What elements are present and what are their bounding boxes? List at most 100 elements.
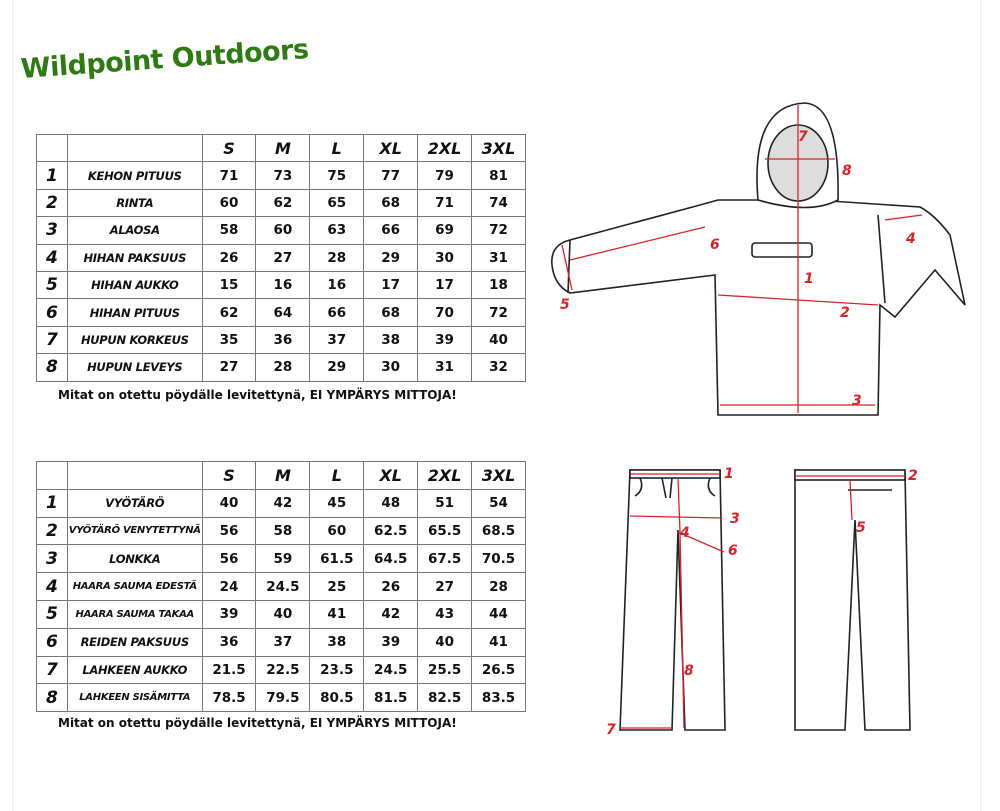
row-number: 4 [36, 243, 68, 272]
row-number: 3 [36, 544, 68, 574]
measurement-value: 58 [201, 216, 257, 245]
measurement-value: 38 [363, 325, 419, 355]
size-header: L [309, 133, 365, 163]
measurement-value: 66 [363, 216, 419, 245]
measurement-label: LAHKEEN AUKKO [66, 655, 203, 685]
measurement-value: 27 [201, 353, 257, 382]
table-row: 8 HUPUN LEVEYS 27 28 29 30 31 32 [36, 353, 526, 382]
measurement-value: 16 [309, 270, 365, 300]
jacket-diagram: 7 8 1 2 3 4 6 5 [551, 102, 966, 416]
measurement-value: 79 [417, 161, 472, 190]
measurement-value: 61.5 [309, 544, 365, 574]
measurement-value: 72 [471, 298, 526, 327]
header-row: S M L XL 2XL 3XL [36, 133, 526, 163]
size-header: 2XL [417, 461, 473, 490]
row-number: 2 [36, 188, 68, 218]
measurement-value: 48 [363, 488, 419, 518]
measurement-value: 30 [417, 243, 472, 272]
measurement-value: 70 [417, 298, 472, 327]
measurement-value: 24.5 [363, 655, 419, 685]
measurement-label: VYÖTÄRÖ [66, 488, 203, 518]
jacket-size-table: S M L XL 2XL 3XL 1 KEHON PITUUS 71 73 75 77 79 81 2 RIN… [36, 133, 526, 382]
measurement-value: 73 [255, 161, 311, 190]
measurement-label: REIDEN PAKSUUS [66, 627, 203, 657]
table-row: 3 LONKKA 56 59 61.5 64.5 67.5 70.5 [36, 544, 526, 574]
measurement-value: 37 [309, 325, 365, 355]
size-header: L [309, 461, 365, 490]
svg-text:2: 2 [908, 468, 918, 484]
size-header: 3XL [471, 461, 526, 490]
svg-text:1: 1 [804, 271, 814, 287]
table-row: 6 REIDEN PAKSUUS 36 37 38 39 40 41 [36, 627, 526, 657]
pants-diagram: 1 3 4 6 8 7 2 5 [606, 466, 918, 738]
measurement-value: 68.5 [471, 516, 526, 546]
left-border [12, 0, 13, 811]
measurement-value: 51 [417, 488, 473, 518]
row-number: 6 [36, 627, 68, 657]
measurement-value: 39 [417, 325, 472, 355]
measurement-value: 16 [255, 270, 311, 300]
row-number: 8 [36, 353, 68, 382]
measurement-value: 26 [201, 243, 257, 272]
measurement-value: 56 [201, 516, 257, 546]
measurement-value: 21.5 [201, 655, 257, 685]
measurement-label: ALAOSA [66, 216, 203, 245]
measurement-value: 30 [363, 353, 419, 382]
measurement-value: 60 [255, 216, 311, 245]
svg-text:7: 7 [606, 722, 616, 738]
measurement-value: 23.5 [309, 655, 365, 685]
svg-text:5: 5 [856, 520, 866, 536]
measurement-value: 40 [471, 325, 526, 355]
measurement-value: 70.5 [471, 544, 526, 574]
measurement-value: 40 [417, 627, 473, 657]
measurement-value: 79.5 [255, 683, 311, 713]
measurement-value: 29 [363, 243, 419, 272]
measurement-label: HUPUN LEVEYS [66, 353, 203, 382]
svg-text:2: 2 [840, 305, 850, 321]
table-row: 4 HIHAN PAKSUUS 26 27 28 29 30 31 [36, 243, 526, 272]
measurement-value: 62.5 [363, 516, 419, 546]
measurement-value: 26.5 [471, 655, 526, 685]
measurement-label: VYÖTÄRÖ VENYTETTYNÄ [66, 516, 203, 546]
svg-text:5: 5 [560, 297, 570, 313]
measurement-label: HIHAN AUKKO [66, 270, 203, 300]
measurement-value: 35 [201, 325, 257, 355]
measurement-value: 81 [471, 161, 526, 190]
size-header: S [201, 461, 257, 490]
row-number: 5 [36, 270, 68, 300]
measurement-value: 38 [309, 627, 365, 657]
right-border [980, 0, 981, 811]
measurement-value: 63 [309, 216, 365, 245]
measurement-value: 59 [255, 544, 311, 574]
measurement-value: 41 [309, 599, 365, 629]
measurement-value: 26 [363, 572, 419, 601]
measurement-label: HIHAN PAKSUUS [66, 243, 203, 272]
measurement-value: 36 [201, 627, 257, 657]
measurement-value: 40 [255, 599, 311, 629]
svg-text:4: 4 [905, 231, 916, 247]
measurement-value: 80.5 [309, 683, 365, 713]
svg-text:8: 8 [684, 663, 694, 679]
measurement-value: 39 [363, 627, 419, 657]
measurement-value: 58 [255, 516, 311, 546]
svg-text:3: 3 [852, 393, 862, 409]
measurement-value: 68 [363, 298, 419, 327]
measurement-value: 54 [471, 488, 526, 518]
svg-text:8: 8 [842, 163, 852, 179]
measurement-value: 77 [363, 161, 419, 190]
measurement-value: 60 [309, 516, 365, 546]
table-row: 2 VYÖTÄRÖ VENYTETTYNÄ 56 58 60 62.5 65.5 68.5 [36, 516, 526, 546]
measurement-value: 40 [201, 488, 257, 518]
measurement-value: 32 [471, 353, 526, 382]
measurement-value: 36 [255, 325, 311, 355]
measurement-value: 17 [417, 270, 472, 300]
corner-cell [36, 461, 68, 490]
size-header: S [201, 133, 257, 163]
table-row: 7 HUPUN KORKEUS 35 36 37 38 39 40 [36, 325, 526, 355]
table-row: 1 KEHON PITUUS 71 73 75 77 79 81 [36, 161, 526, 190]
measurement-value: 56 [201, 544, 257, 574]
measurement-value: 28 [255, 353, 311, 382]
svg-text:4: 4 [679, 525, 690, 541]
table-row: 6 HIHAN PITUUS 62 64 66 68 70 72 [36, 298, 526, 327]
